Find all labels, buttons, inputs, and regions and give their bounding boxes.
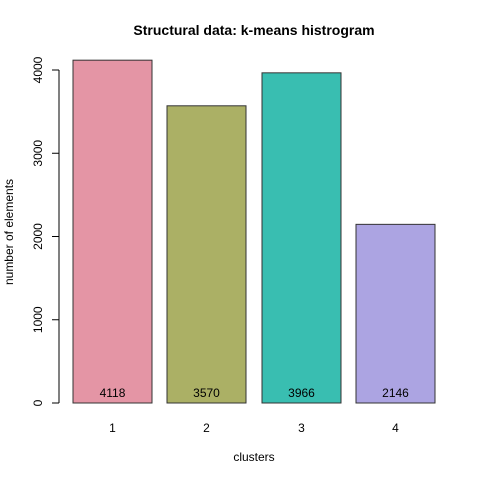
bar-cluster-1 [72,59,153,404]
data-label-cluster-2: 3570 [193,386,220,400]
y-tick-label-0: 0 [31,399,45,406]
y-tick-label-4000: 4000 [31,56,45,83]
x-tick-labels: 1 2 3 4 [109,421,399,435]
y-tick-label-3000: 3000 [31,140,45,167]
data-label-cluster-3: 3966 [288,386,315,400]
x-tick-label-2: 2 [203,421,210,435]
y-axis-label: number of elements [2,179,16,285]
x-tick-label-3: 3 [298,421,305,435]
y-axis: 0 1000 2000 3000 4000 [31,56,60,406]
bars-group [72,59,436,404]
bar-cluster-3 [261,72,342,404]
x-tick-label-4: 4 [392,421,399,435]
y-tick-label-2000: 2000 [31,223,45,250]
chart-title: Structural data: k-means histrogram [133,22,374,38]
y-tick-label-1000: 1000 [31,306,45,333]
x-axis-label: clusters [233,450,274,464]
bar-cluster-2 [166,105,247,404]
data-label-cluster-1: 4118 [100,386,126,400]
data-label-cluster-4: 2146 [382,386,409,400]
bar-labels-group: 4118 3570 3966 2146 [100,386,410,400]
bar-cluster-4 [355,223,436,404]
x-tick-label-1: 1 [109,421,116,435]
